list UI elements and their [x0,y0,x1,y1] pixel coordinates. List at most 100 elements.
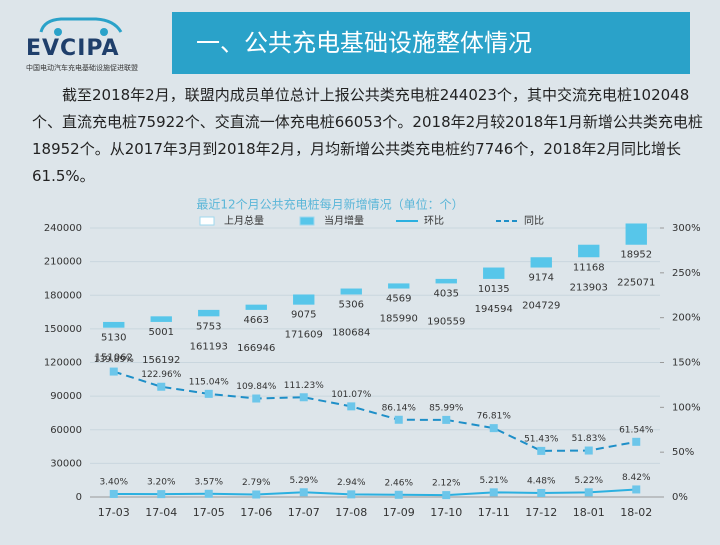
bar-label: 151062 [95,353,133,364]
legend-swatch [199,216,215,226]
bar-label: 156192 [142,355,180,366]
point-label: 2.46% [384,478,413,488]
point-label: 85.99% [429,403,464,413]
bar-label: 204729 [522,301,560,312]
title: 一、公共充电基础设施整体情况 [172,12,690,74]
bar-label: 190559 [427,316,465,327]
bar [246,310,267,497]
bar [578,244,600,258]
point [394,415,403,424]
legend-label: 当月增量 [324,214,364,227]
point [442,415,451,424]
x-tick-label: 17-05 [193,506,225,519]
point-label: 3.20% [147,478,176,488]
point [489,424,498,433]
bar [293,294,315,305]
y2-tick-label: 200% [672,313,701,324]
bar-label: 225071 [617,278,655,289]
point [347,490,356,499]
logo-text: EVCIPA [26,36,120,61]
point [157,490,166,499]
point-label: 5.21% [479,476,508,486]
y-tick-label: 120000 [44,358,82,369]
point [442,491,451,500]
point [394,490,403,499]
bar-label: 10135 [478,284,510,295]
point-label: 111.23% [284,381,324,391]
point-label: 115.04% [189,377,229,387]
point [632,485,641,494]
x-tick-label: 17-11 [478,506,510,519]
bar-label: 194594 [475,304,513,315]
y2-tick-label: 300% [672,223,701,234]
x-tick-label: 18-01 [573,506,605,519]
logo: EVCIPA 中国电动汽车充电基础设施促进联盟 [26,14,166,73]
x-tick-label: 18-02 [620,506,652,519]
point [109,367,118,376]
point-label: 5.22% [574,476,603,486]
point-label: 109.84% [236,382,276,392]
line [113,488,637,497]
point-label: 2.12% [432,479,461,489]
bar [340,288,362,295]
legend-label: 同比 [524,215,544,227]
logo-subtitle: 中国电动汽车充电基础设施促进联盟 [26,64,138,72]
point-label: 122.96% [141,370,181,380]
point-label: 2.79% [242,478,271,488]
point [584,488,593,497]
y-tick-label: 150000 [44,324,82,335]
bar [483,267,505,279]
point-label: 76.81% [477,412,512,422]
bar-label: 11168 [573,262,605,273]
paragraph: 截至2018年2月，联盟内成员单位总计上报公共类充电桩244023个，其中交流充… [32,86,703,185]
y2-tick-label: 150% [672,358,701,369]
bar-label: 5306 [339,299,364,310]
point [252,490,261,499]
point-label: 51.43% [524,434,559,444]
logo-car [39,17,123,36]
y2-tick-label: 0% [672,492,688,503]
bar [530,257,552,268]
point [299,488,308,497]
point-label: 3.57% [194,477,223,487]
point-label: 86.14% [382,403,417,413]
point [109,489,118,498]
point [204,389,213,398]
point [299,393,308,402]
bar-label: 5753 [196,321,221,332]
point-label: 61.54% [619,425,654,435]
x-tick-label: 17-08 [335,506,367,519]
x-tick-label: 17-09 [383,506,415,519]
point [489,488,498,497]
chart-title: 最近12个月公共充电桩每月新增情况（单位：个） [196,197,463,212]
y2-tick-label: 250% [672,268,701,279]
point [537,446,546,455]
x-tick-label: 17-03 [98,506,130,519]
y-tick-label: 30000 [50,458,82,469]
bar [435,278,457,284]
point-label: 8.42% [622,473,651,483]
bar-label: 5130 [101,333,126,344]
bar-label: 171609 [285,330,323,341]
line [113,370,637,452]
bar-label: 161193 [190,341,228,352]
x-tick-label: 17-10 [430,506,462,519]
point [204,489,213,498]
bar-label: 5001 [149,327,174,338]
y-tick-label: 180000 [44,290,82,301]
y-tick-label: 60000 [50,425,82,436]
point [157,382,166,391]
point-label: 4.48% [527,476,556,486]
point-label: 51.83% [572,434,607,444]
chart: 最近12个月公共充电桩每月新增情况（单位：个） 0 30000 60000 90000… [44,197,701,520]
bar [625,223,647,245]
point [584,446,593,455]
bar [388,283,410,289]
point-label: 101.07% [331,390,371,400]
bar [245,304,267,310]
point [537,488,546,497]
x-tick-label: 17-04 [145,506,177,519]
legend-label: 上月总量 [224,214,264,227]
x-tick-label: 17-12 [525,506,557,519]
